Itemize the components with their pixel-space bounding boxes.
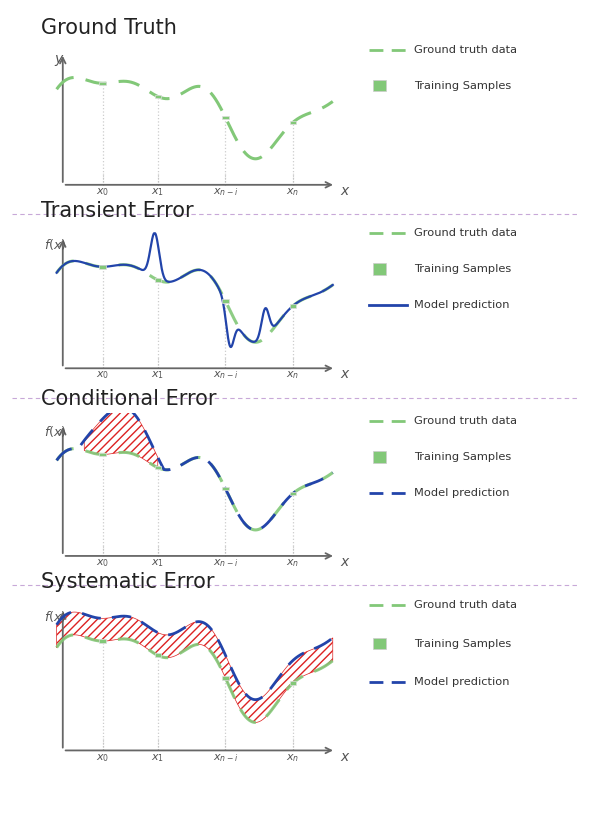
Text: $x_1$: $x_1$ [151, 369, 165, 381]
Text: Ground truth data: Ground truth data [414, 45, 517, 55]
Text: $f(x)$: $f(x)$ [44, 237, 67, 252]
Text: $x_1$: $x_1$ [151, 752, 165, 765]
Text: $x$: $x$ [340, 555, 351, 569]
Text: Ground truth data: Ground truth data [414, 229, 517, 239]
Text: Ground truth data: Ground truth data [414, 416, 517, 426]
Text: $f(x)$: $f(x)$ [44, 609, 67, 624]
Text: $x_n$: $x_n$ [286, 186, 300, 198]
Bar [222, 299, 229, 303]
Text: $x_{n-i}$: $x_{n-i}$ [212, 369, 238, 381]
Text: Systematic Error: Systematic Error [41, 572, 215, 592]
Text: $x_0$: $x_0$ [96, 369, 109, 381]
Text: $x$: $x$ [340, 183, 351, 198]
Text: Training Samples: Training Samples [414, 264, 512, 274]
Text: Training Samples: Training Samples [414, 81, 512, 91]
Text: $x_1$: $x_1$ [151, 186, 165, 198]
Text: Transient Error: Transient Error [41, 201, 194, 221]
Text: $x_{n-i}$: $x_{n-i}$ [212, 557, 238, 569]
Text: $x_n$: $x_n$ [286, 752, 300, 765]
Text: $x$: $x$ [340, 367, 351, 381]
Text: $x_1$: $x_1$ [151, 557, 165, 569]
Bar [290, 121, 296, 124]
Bar [155, 654, 161, 657]
Text: Conditional Error: Conditional Error [41, 389, 217, 409]
Text: $x_n$: $x_n$ [286, 557, 300, 569]
Text: Ground truth data: Ground truth data [414, 600, 517, 610]
Bar [155, 466, 161, 470]
Text: Ground Truth: Ground Truth [41, 18, 177, 38]
Bar [222, 116, 229, 119]
Bar [290, 304, 296, 308]
Text: $x_0$: $x_0$ [96, 186, 109, 198]
Bar [155, 95, 161, 98]
Text: Model prediction: Model prediction [414, 488, 510, 498]
Text: $x_0$: $x_0$ [96, 557, 109, 569]
Text: Model prediction: Model prediction [414, 677, 510, 687]
Text: Training Samples: Training Samples [414, 639, 512, 649]
Text: $x$: $x$ [340, 750, 351, 764]
Text: $x_0$: $x_0$ [96, 752, 109, 765]
Text: $f(x)$: $f(x)$ [44, 425, 67, 440]
Text: Model prediction: Model prediction [414, 300, 510, 310]
Bar [155, 279, 161, 282]
Bar [99, 639, 106, 643]
Text: $x_{n-i}$: $x_{n-i}$ [212, 186, 238, 198]
Bar [290, 681, 296, 686]
Text: $x_{n-i}$: $x_{n-i}$ [212, 752, 238, 765]
Bar [222, 487, 229, 490]
Bar [99, 82, 106, 85]
Text: $x_n$: $x_n$ [286, 369, 300, 381]
Bar [99, 265, 106, 269]
Bar [222, 676, 229, 680]
Text: Training Samples: Training Samples [414, 452, 512, 462]
Bar [99, 453, 106, 456]
Bar [290, 492, 296, 495]
Text: $y$: $y$ [54, 53, 64, 68]
